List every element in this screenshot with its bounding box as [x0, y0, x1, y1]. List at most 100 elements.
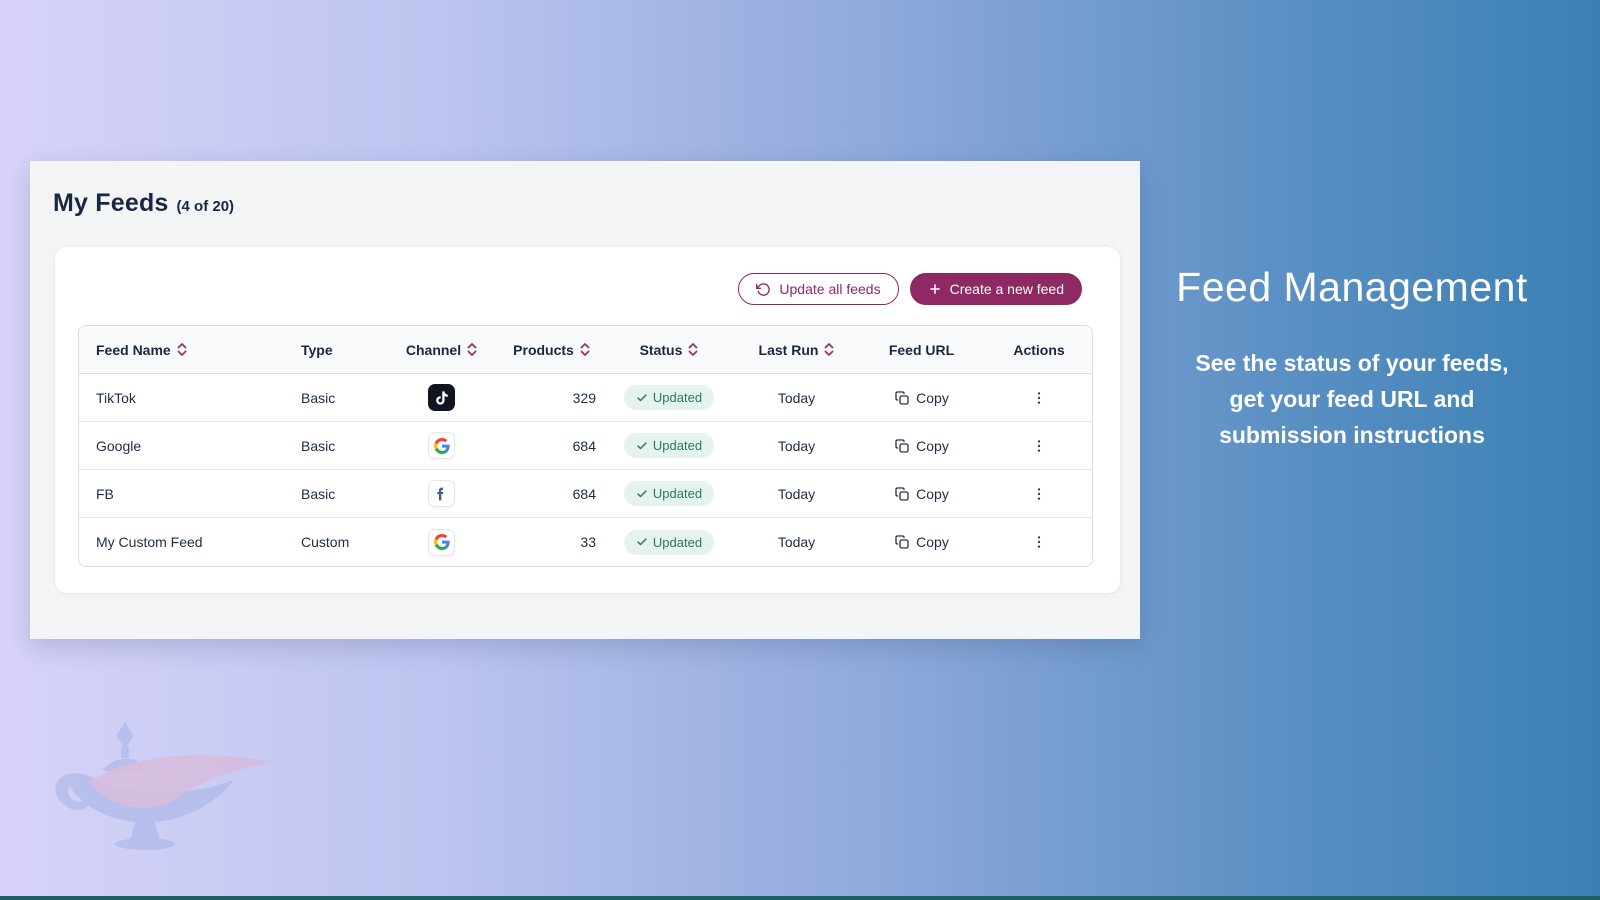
actions-cell	[984, 530, 1092, 554]
status-cell: Updated	[604, 529, 734, 555]
facebook-icon	[428, 480, 455, 507]
actions-cell	[984, 434, 1092, 458]
create-new-feed-label: Create a new feed	[949, 281, 1064, 297]
feed-url-cell: Copy	[859, 390, 984, 406]
status-cell: Updated	[604, 481, 734, 506]
check-icon	[637, 489, 647, 497]
feed-type-cell: Basic	[301, 485, 336, 502]
last-run-cell: Today	[777, 485, 816, 502]
kebab-icon	[1037, 391, 1041, 404]
copy-feed-url-button[interactable]: Copy	[894, 390, 949, 406]
sort-icon	[177, 343, 187, 356]
feature-description: Feed Management See the status of your f…	[1128, 264, 1576, 453]
feed-name-cell: Google	[96, 437, 142, 454]
copy-feed-url-button[interactable]: Copy	[894, 534, 949, 550]
kebab-icon	[1037, 439, 1041, 452]
feature-subtitle-line: See the status of your feeds,	[1195, 350, 1509, 376]
copy-icon	[895, 535, 909, 549]
column-header-channel[interactable]: Channel	[384, 342, 499, 358]
status-cell: Updated	[604, 385, 734, 410]
feed-name-cell: TikTok	[96, 389, 136, 406]
feed-name-cell: My Custom Feed	[96, 534, 203, 550]
plus-icon	[929, 284, 940, 294]
feed-type-cell: Custom	[301, 534, 350, 550]
feature-subtitle-line: get your feed URL and	[1229, 386, 1475, 412]
status-badge: Updated	[623, 529, 715, 555]
column-header-feed-url: Feed URL	[859, 342, 984, 358]
feed-url-cell: Copy	[859, 534, 984, 550]
column-header-products[interactable]: Products	[499, 342, 604, 358]
feature-subtitle: See the status of your feeds, get your f…	[1128, 345, 1576, 453]
channel-cell	[384, 432, 499, 459]
column-label: Channel	[405, 341, 462, 358]
row-actions-menu-button[interactable]	[1027, 386, 1051, 410]
column-label: Last Run	[758, 341, 819, 358]
copy-label: Copy	[916, 534, 949, 550]
feature-title: Feed Management	[1176, 264, 1528, 310]
kebab-icon	[1037, 536, 1041, 548]
products-cell: 684	[572, 437, 596, 454]
update-all-feeds-button[interactable]: Update all feeds	[738, 273, 899, 305]
copy-icon	[895, 438, 909, 453]
row-actions-menu-button[interactable]	[1027, 530, 1051, 554]
check-icon	[637, 393, 647, 401]
page-title-text: My Feeds	[53, 189, 169, 217]
table-row: FB Basic 684 Updated Today	[79, 470, 1092, 518]
products-cell: 329	[572, 389, 596, 406]
column-header-feed-name[interactable]: Feed Name	[79, 342, 284, 358]
feeds-card: Update all feeds Create a new feed Feed …	[55, 247, 1120, 593]
status-label: Updated	[652, 438, 703, 453]
refresh-icon	[756, 282, 771, 296]
copy-icon	[895, 390, 909, 405]
feed-type-cell: Basic	[301, 437, 336, 454]
my-feeds-panel: My Feeds (4 of 20) Update all feeds Crea…	[30, 161, 1140, 639]
status-badge: Updated	[623, 385, 715, 410]
tiktok-icon	[428, 384, 455, 411]
channel-cell	[384, 384, 499, 411]
column-label: Actions	[1013, 341, 1065, 358]
feed-type-cell: Basic	[301, 389, 336, 406]
status-badge: Updated	[623, 433, 715, 458]
copy-feed-url-button[interactable]: Copy	[894, 486, 949, 502]
actions-cell	[984, 482, 1092, 506]
copy-feed-url-button[interactable]: Copy	[894, 438, 949, 454]
column-label: Feed Name	[96, 341, 171, 358]
row-actions-menu-button[interactable]	[1027, 434, 1051, 458]
column-label: Feed URL	[888, 341, 955, 358]
sort-icon	[580, 343, 590, 356]
column-header-status[interactable]: Status	[604, 342, 734, 358]
toolbar: Update all feeds Create a new feed	[738, 273, 1082, 305]
last-run-cell: Today	[777, 389, 816, 406]
sort-icon	[824, 343, 834, 356]
column-header-type: Type	[284, 342, 384, 358]
channel-cell	[384, 480, 499, 507]
actions-cell	[984, 386, 1092, 410]
copy-label: Copy	[916, 437, 949, 454]
page-title: My Feeds (4 of 20)	[53, 189, 234, 218]
feed-url-cell: Copy	[859, 486, 984, 502]
update-all-feeds-label: Update all feeds	[779, 281, 881, 297]
check-icon	[637, 441, 647, 449]
copy-label: Copy	[916, 485, 949, 502]
create-new-feed-button[interactable]: Create a new feed	[909, 273, 1082, 305]
feeds-table: Feed Name Type Channel Products Status	[78, 325, 1093, 567]
status-cell: Updated	[604, 433, 734, 458]
bottom-accent-bar	[0, 896, 1600, 900]
channel-cell	[384, 528, 499, 556]
table-row: Google Basic 684 Updated Today	[79, 422, 1092, 470]
last-run-cell: Today	[777, 534, 816, 550]
feed-count: (4 of 20)	[176, 198, 235, 215]
table-header-row: Feed Name Type Channel Products Status	[79, 326, 1092, 374]
status-badge: Updated	[623, 481, 715, 506]
column-label: Products	[513, 341, 574, 358]
products-cell: 684	[572, 485, 596, 502]
status-label: Updated	[652, 390, 703, 405]
kebab-icon	[1037, 487, 1041, 500]
row-actions-menu-button[interactable]	[1027, 482, 1051, 506]
google-icon	[428, 528, 455, 556]
genie-lamp-logo	[55, 722, 274, 850]
column-header-last-run[interactable]: Last Run	[734, 342, 859, 358]
feed-name-cell: FB	[96, 485, 114, 502]
last-run-cell: Today	[777, 437, 816, 454]
check-icon	[637, 538, 647, 546]
